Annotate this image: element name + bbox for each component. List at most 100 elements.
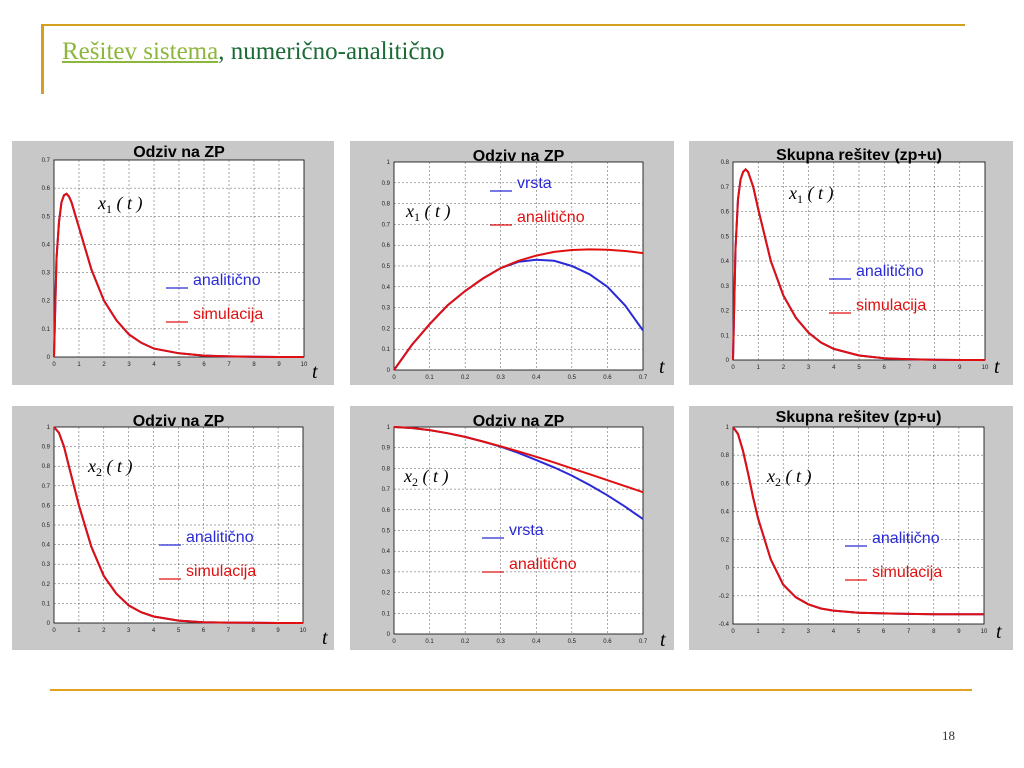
y-tick-label: 0.9 [42,445,51,451]
x-tick-label: 0.6 [603,375,612,381]
variable-label: x1 ( t ) [405,201,451,224]
x-tick-label: 0.1 [425,375,434,381]
x-axis-label: t [312,361,318,383]
x-tick-label: 0.7 [639,639,648,645]
x-tick-label: 0.1 [425,639,434,645]
x-tick-label: 2 [782,365,786,371]
x-tick-label: 8 [252,628,256,634]
chart-3: 0 1 2 3 4 5 6 7 8 9 10 0 0.1 0.2 0.3 0.4 0.5 0.6 0.7 0.8 Sku… [721,147,1000,378]
x-axis-label: t [659,356,665,378]
x-tick-label: 0 [731,365,735,371]
y-tick-label: 0.4 [382,549,391,555]
x-tick-label: 10 [982,365,989,371]
y-tick-label: 1 [726,425,730,431]
y-tick-label: 0.6 [382,243,391,249]
x-tick-label: 3 [127,628,131,634]
variable-label: x1 ( t ) [97,193,143,216]
x-tick-label: 7 [227,362,231,368]
x-tick-label: 8 [252,362,256,368]
y-tick-label: 0.8 [721,160,730,166]
legend-label: analitično [509,556,577,573]
x-tick-label: 2 [102,362,106,368]
y-tick-label: 0.6 [721,481,730,487]
x-tick-label: 9 [958,365,962,371]
y-tick-label: 0.7 [721,185,730,191]
x-tick-label: 4 [832,629,836,635]
x-axis-label: t [994,356,1000,378]
y-tick-label: 0.9 [382,446,391,452]
series-line-red [53,426,303,624]
legend-label: analitično [856,263,924,280]
x-tick-label: 0.7 [639,375,648,381]
y-tick-label: 0.8 [42,464,51,470]
y-tick-label: 0.7 [382,222,391,228]
x-tick-label: 2 [102,628,106,634]
legend-label: vrsta [509,522,544,539]
x-tick-label: 1 [77,362,81,368]
legend-label: analitično [517,209,585,226]
y-tick-label: 0.3 [42,562,51,568]
y-tick-label: 0.4 [382,285,391,291]
x-tick-label: 0.4 [532,375,541,381]
x-tick-label: 0 [392,639,396,645]
series-line-red [732,167,985,361]
y-tick-label: 0.5 [42,214,51,220]
x-tick-label: 4 [152,362,156,368]
x-tick-label: 10 [300,628,307,634]
x-tick-label: 5 [857,365,861,371]
chart-title: Skupna rešitev (zp+u) [776,409,942,426]
y-tick-label: 0.2 [42,299,51,305]
x-tick-label: 3 [807,365,811,371]
x-tick-label: 8 [933,365,937,371]
chart-panel-2: 0 0.1 0.2 0.3 0.4 0.5 0.6 0.7 0 0.1 0.2 0.3 0.4 0.5 0.… [350,141,674,385]
legend-label: analitično [193,272,261,289]
chart-panel-6: 0 1 2 3 4 5 6 7 8 9 10 -0.4 -0.2 0 0.2 0.4 0.6 0.8 1 Skupna… [689,406,1013,650]
y-tick-label: 0.9 [382,181,391,187]
x-tick-label: 0 [52,362,56,368]
y-tick-label: 0 [387,368,391,374]
chart-panel-5: 0 0.1 0.2 0.3 0.4 0.5 0.6 0.7 0 0.1 0.2 0.3 0.4 0.5 0.… [350,406,674,650]
y-tick-label: 0.4 [42,543,51,549]
y-tick-label: 0.5 [382,264,391,270]
y-tick-label: 0 [47,621,51,627]
y-tick-label: 0.1 [42,601,51,607]
chart-5: 0 0.1 0.2 0.3 0.4 0.5 0.6 0.7 0 0.1 0.2 0.3 0.4 0.5 0.… [382,413,666,650]
x-tick-label: 10 [981,629,988,635]
x-axis-label: t [660,629,666,650]
series-line-red [393,248,644,371]
y-tick-label: 0.1 [42,327,51,333]
title-link[interactable]: Rešitev sistema [62,38,219,65]
x-tick-label: 5 [857,629,861,635]
y-tick-label: 0.4 [721,259,730,265]
x-tick-label: 5 [177,362,181,368]
x-tick-label: 0.5 [568,639,577,645]
variable-label: x2 ( t ) [766,466,812,489]
x-tick-label: 6 [883,365,887,371]
legend-label: simulacija [872,564,942,581]
y-tick-label: 1 [387,425,391,431]
x-tick-label: 1 [77,628,81,634]
y-tick-label: 0.6 [42,186,51,192]
y-tick-label: 0.2 [721,309,730,315]
y-tick-label: 0.6 [382,508,391,514]
x-tick-label: 9 [276,628,280,634]
x-tick-label: 9 [957,629,961,635]
x-tick-label: 6 [202,362,206,368]
y-tick-label: 1 [47,425,51,431]
y-tick-label: 0.3 [721,284,730,290]
y-tick-label: 0.5 [382,529,391,535]
series-line-red [732,426,984,616]
x-tick-label: 0 [52,628,56,634]
y-tick-label: 0.7 [42,158,51,164]
page-number: 18 [942,728,955,743]
x-tick-label: 4 [152,628,156,634]
y-tick-label: 0.2 [382,326,391,332]
chart-panel-1: 0 1 2 3 4 5 6 7 8 9 10 0 0.1 0.2 0.3 0.4 0.5 0.6 0.7 Odziv … [12,141,334,385]
legend-label: simulacija [193,306,263,323]
series-line-red [393,426,644,494]
title-rest: , numerično-analitično [218,38,445,65]
y-tick-label: 0.3 [382,306,391,312]
y-tick-label: 0.1 [382,347,391,353]
x-tick-label: 0.3 [497,375,506,381]
y-tick-label: 0.2 [42,582,51,588]
